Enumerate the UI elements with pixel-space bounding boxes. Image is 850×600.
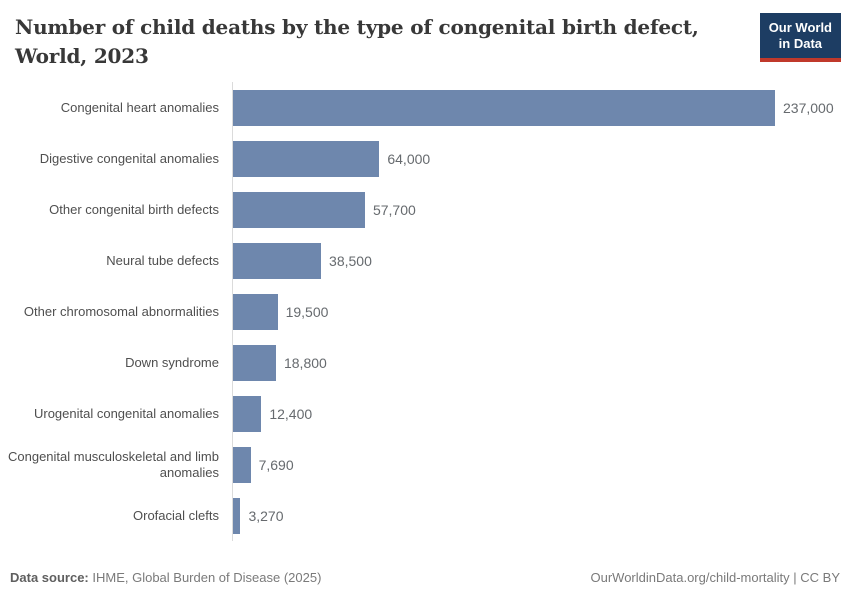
bar-track: 3,270 [232,490,850,541]
chart-row: Orofacial clefts 3,270 [0,490,850,541]
chart-row: Neural tube defects 38,500 [0,235,850,286]
category-label: Down syndrome [125,354,219,370]
bar-track: 18,800 [232,337,850,388]
category-label: Congenital musculoskeletal and limb anom… [7,449,219,480]
header: Number of child deaths by the type of co… [0,0,850,71]
category-label: Digestive congenital anomalies [39,150,219,166]
chart-row: Down syndrome 18,800 [0,337,850,388]
chart-rows: Congenital heart anomalies 237,000 Digesti… [0,82,850,541]
bar-chart: Congenital heart anomalies 237,000 Digesti… [0,82,850,541]
bar-track: 19,500 [232,286,850,337]
chart-row: Digestive congenital anomalies 64,000 [0,133,850,184]
bar[interactable] [233,242,322,279]
footer-credit-link[interactable]: OurWorldinData.org/child-mortality | CC … [590,570,841,585]
chart-row: Other chromosomal abnormalities 19,500 [0,286,850,337]
bar[interactable] [233,191,365,228]
value-label: 57,700 [372,201,416,218]
category-label: Congenital heart anomalies [60,99,219,115]
owid-logo-line2: in Data [778,36,823,52]
bar-track: 57,700 [232,184,850,235]
data-source-note: Data source: IHME, Global Burden of Dise… [10,570,321,585]
value-label: 19,500 [285,303,329,320]
bar-track: 7,690 [232,439,850,490]
bar-track: 38,500 [232,235,850,286]
chart-title: Number of child deaths by the type of co… [15,15,699,68]
category-label: Neural tube defects [106,252,219,268]
bar[interactable] [233,395,262,432]
bar-track: 64,000 [232,133,850,184]
value-label: 7,690 [258,456,294,473]
bar[interactable] [233,497,241,534]
bar[interactable] [233,446,251,483]
footer: Data source: IHME, Global Burden of Dise… [10,570,840,585]
bar-track: 12,400 [232,388,850,439]
category-label: Orofacial clefts [133,507,219,523]
owid-logo[interactable]: Our World in Data [759,13,841,62]
category-label: Urogenital congenital anomalies [33,405,219,421]
value-label: 38,500 [329,252,372,269]
value-label: 12,400 [269,405,313,422]
bar-track: 237,000 [232,82,850,133]
bar[interactable] [233,293,278,330]
chart-row: Urogenital congenital anomalies 12,400 [0,388,850,439]
bar[interactable] [233,89,775,126]
chart-row: Congenital musculoskeletal and limb anom… [0,439,850,490]
owid-logo-line1: Our World [768,20,832,35]
value-label: 237,000 [783,99,834,116]
bar[interactable] [233,344,276,381]
category-label: Other congenital birth defects [49,201,219,217]
value-label: 18,800 [283,354,327,371]
data-source-label: Data source: [10,570,89,585]
category-label: Other chromosomal abnormalities [23,303,219,319]
data-source-text: IHME, Global Burden of Disease (2025) [88,570,322,585]
chart-row: Congenital heart anomalies 237,000 [0,82,850,133]
value-label: 3,270 [248,507,284,524]
bar[interactable] [233,140,380,177]
value-label: 64,000 [387,150,431,167]
chart-row: Other congenital birth defects 57,700 [0,184,850,235]
